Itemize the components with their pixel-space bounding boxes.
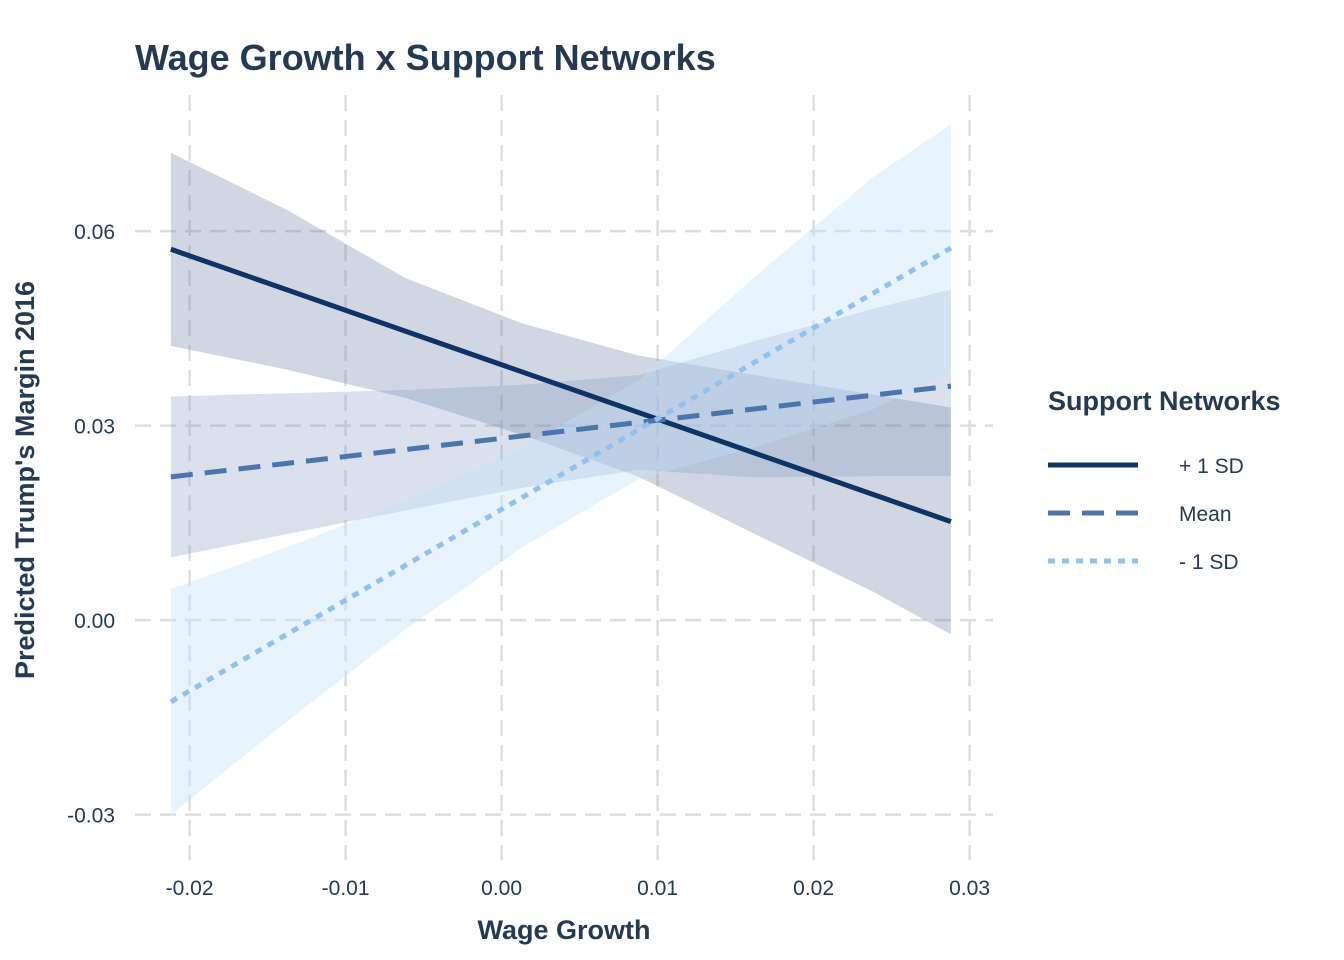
confidence-band-1 <box>170 289 951 558</box>
legend-items: + 1 SD Mean - 1 SD <box>1048 455 1244 574</box>
x-axis-title: Wage Growth <box>478 915 651 945</box>
y-tick-label: 0.03 <box>74 416 115 439</box>
chart-title: Wage Growth x Support Networks <box>135 37 716 78</box>
x-tick-label: -0.01 <box>322 877 370 900</box>
legend: Support Networks + 1 SD Mean - 1 SD <box>1048 386 1281 574</box>
series-line-0 <box>170 246 952 524</box>
confidence-band-2 <box>170 124 951 815</box>
x-tick-label: 0.00 <box>481 877 522 900</box>
series-line-2 <box>169 245 953 704</box>
x-tick-label: 0.03 <box>949 877 990 900</box>
y-tick-label: 0.00 <box>74 610 115 633</box>
legend-item-0: + 1 SD <box>1048 455 1244 478</box>
x-tick-label: -0.02 <box>166 877 214 900</box>
x-tick-label: 0.01 <box>637 877 678 900</box>
legend-label-2: - 1 SD <box>1179 551 1239 574</box>
confidence-bands <box>170 124 951 815</box>
legend-label-1: Mean <box>1179 503 1232 526</box>
y-axis-title: Predicted Trump's Margin 2016 <box>10 281 40 679</box>
x-tick-label: 0.02 <box>793 877 834 900</box>
y-tick-label: -0.03 <box>67 805 115 828</box>
y-tick-label: 0.06 <box>74 221 115 244</box>
legend-item-1: Mean <box>1048 503 1232 526</box>
x-axis-ticks: -0.02 -0.01 0.00 0.01 0.02 0.03 <box>166 877 990 900</box>
grid <box>135 95 993 860</box>
confidence-band-0 <box>170 152 951 635</box>
y-axis-ticks: -0.03 0.00 0.03 0.06 <box>67 221 115 827</box>
series-line-1 <box>170 383 952 480</box>
legend-title: Support Networks <box>1048 386 1281 416</box>
legend-label-0: + 1 SD <box>1179 455 1244 478</box>
legend-item-2: - 1 SD <box>1048 551 1239 574</box>
series-lines <box>169 245 953 704</box>
